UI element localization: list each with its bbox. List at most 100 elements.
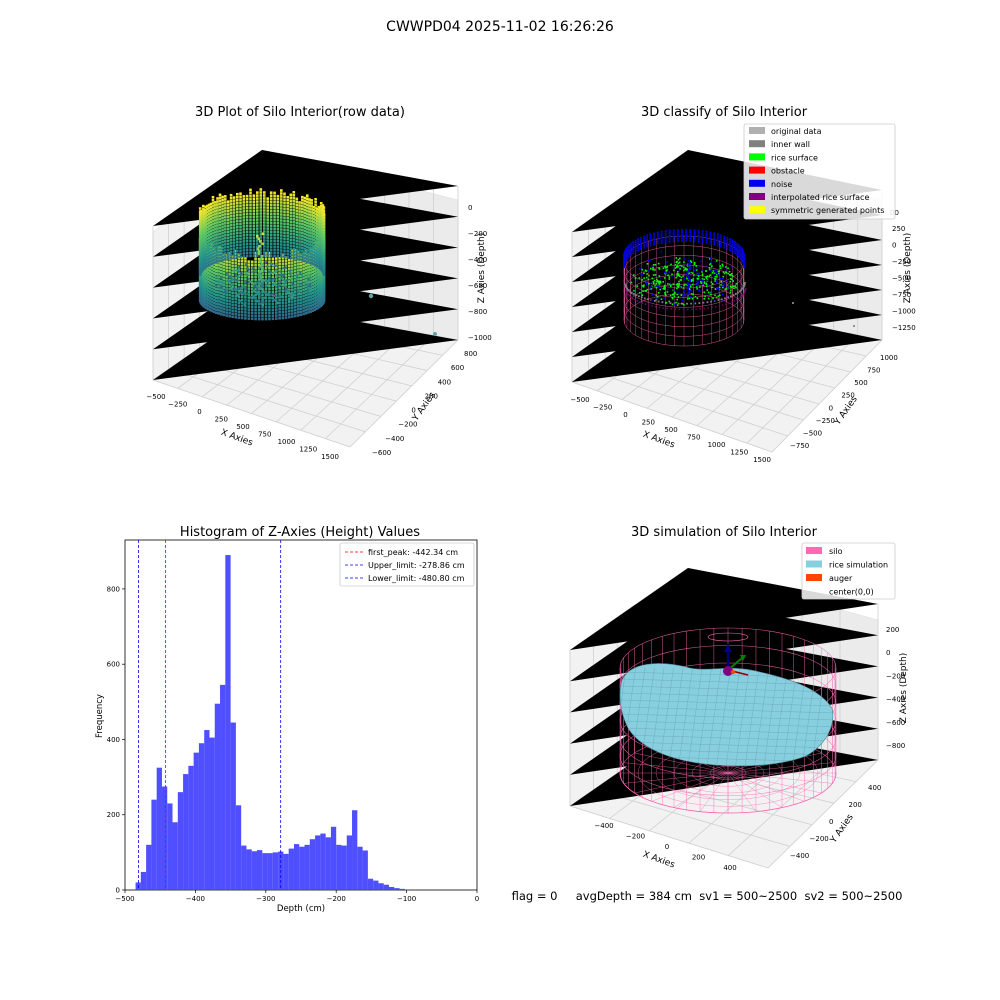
raw-point [317,220,320,224]
raw-point [207,218,211,222]
raw-point [273,245,276,249]
noise-point [696,280,698,283]
raw-point [228,305,231,309]
raw-point [254,290,257,294]
raw-point [207,224,211,228]
wall-point [647,298,649,301]
raw-point [256,221,259,224]
noise-point [624,251,627,254]
noise-point [743,255,745,257]
raw-point [317,211,320,215]
raw-point [229,238,233,242]
rice-point [712,270,715,272]
raw-point [271,281,275,285]
raw-point [322,222,326,225]
raw-point [280,252,283,255]
raw-point [220,282,223,286]
raw-point [225,260,228,263]
raw-point [249,221,252,225]
raw-point [236,225,239,229]
raw-point [266,254,269,257]
noise-point [647,269,649,271]
raw-point [220,297,223,301]
raw-point [302,279,305,283]
raw-point [278,287,281,290]
raw-point [213,204,217,207]
raw-point [271,302,275,306]
noise-point [673,303,675,306]
raw-point [231,306,234,309]
raw-point [232,211,236,214]
noise-point [714,299,717,302]
raw-point [268,314,271,318]
raw-point [303,205,307,209]
rice-point [652,274,655,276]
raw-point [276,242,280,246]
rice-point [657,281,660,284]
raw-point [252,206,256,209]
raw-point [254,272,257,276]
raw-point [209,208,213,212]
rice-point [634,277,637,279]
raw-point [198,280,202,283]
noise-point [720,238,722,241]
raw-point [228,251,231,255]
raw-point [289,223,293,227]
raw-point [281,310,285,314]
tick-label: −250 [816,417,835,425]
raw-point [200,209,203,213]
raw-point [291,285,294,288]
noise-point [645,283,648,285]
noise-point [681,233,683,236]
raw-point [289,294,292,298]
raw-point [314,204,317,207]
raw-point [240,277,244,281]
noise-point [626,250,629,253]
raw-point [295,215,299,219]
rice-point [655,287,658,289]
rice-point [735,286,737,289]
raw-point [322,261,326,264]
raw-point [259,203,263,206]
raw-point [269,206,273,209]
raw-point [249,280,252,283]
raw-point [215,263,218,266]
noise-point [677,292,679,295]
rice-point [729,291,732,294]
raw-point [230,283,234,286]
raw-point [314,198,317,201]
raw-point [240,262,244,266]
raw-point [232,256,236,259]
raw-point [239,240,242,243]
raw-point [276,248,280,252]
raw-point [221,225,224,229]
raw-point [313,266,316,270]
noise-point [701,234,704,237]
raw-point [295,242,299,246]
raw-point [222,265,226,269]
raw-point [268,308,271,312]
raw-point [281,262,285,266]
raw-point [280,237,283,240]
raw-point [211,198,215,202]
raw-point [257,287,261,291]
noise-point [739,257,742,259]
interp-point [626,292,628,294]
noise-point [694,275,697,277]
raw-point [298,210,301,213]
raw-point [312,251,315,254]
raw-point [208,266,212,270]
raw-point [216,230,219,233]
raw-point [299,268,303,271]
legend-swatch [749,127,765,134]
raw-point [224,213,227,216]
rice-point [668,300,671,303]
raw-point [306,206,309,209]
noise-point [630,245,632,247]
raw-point [264,257,268,261]
rice-point [732,285,735,287]
raw-point [315,240,319,244]
raw-point [284,301,288,304]
raw-point [210,264,214,268]
